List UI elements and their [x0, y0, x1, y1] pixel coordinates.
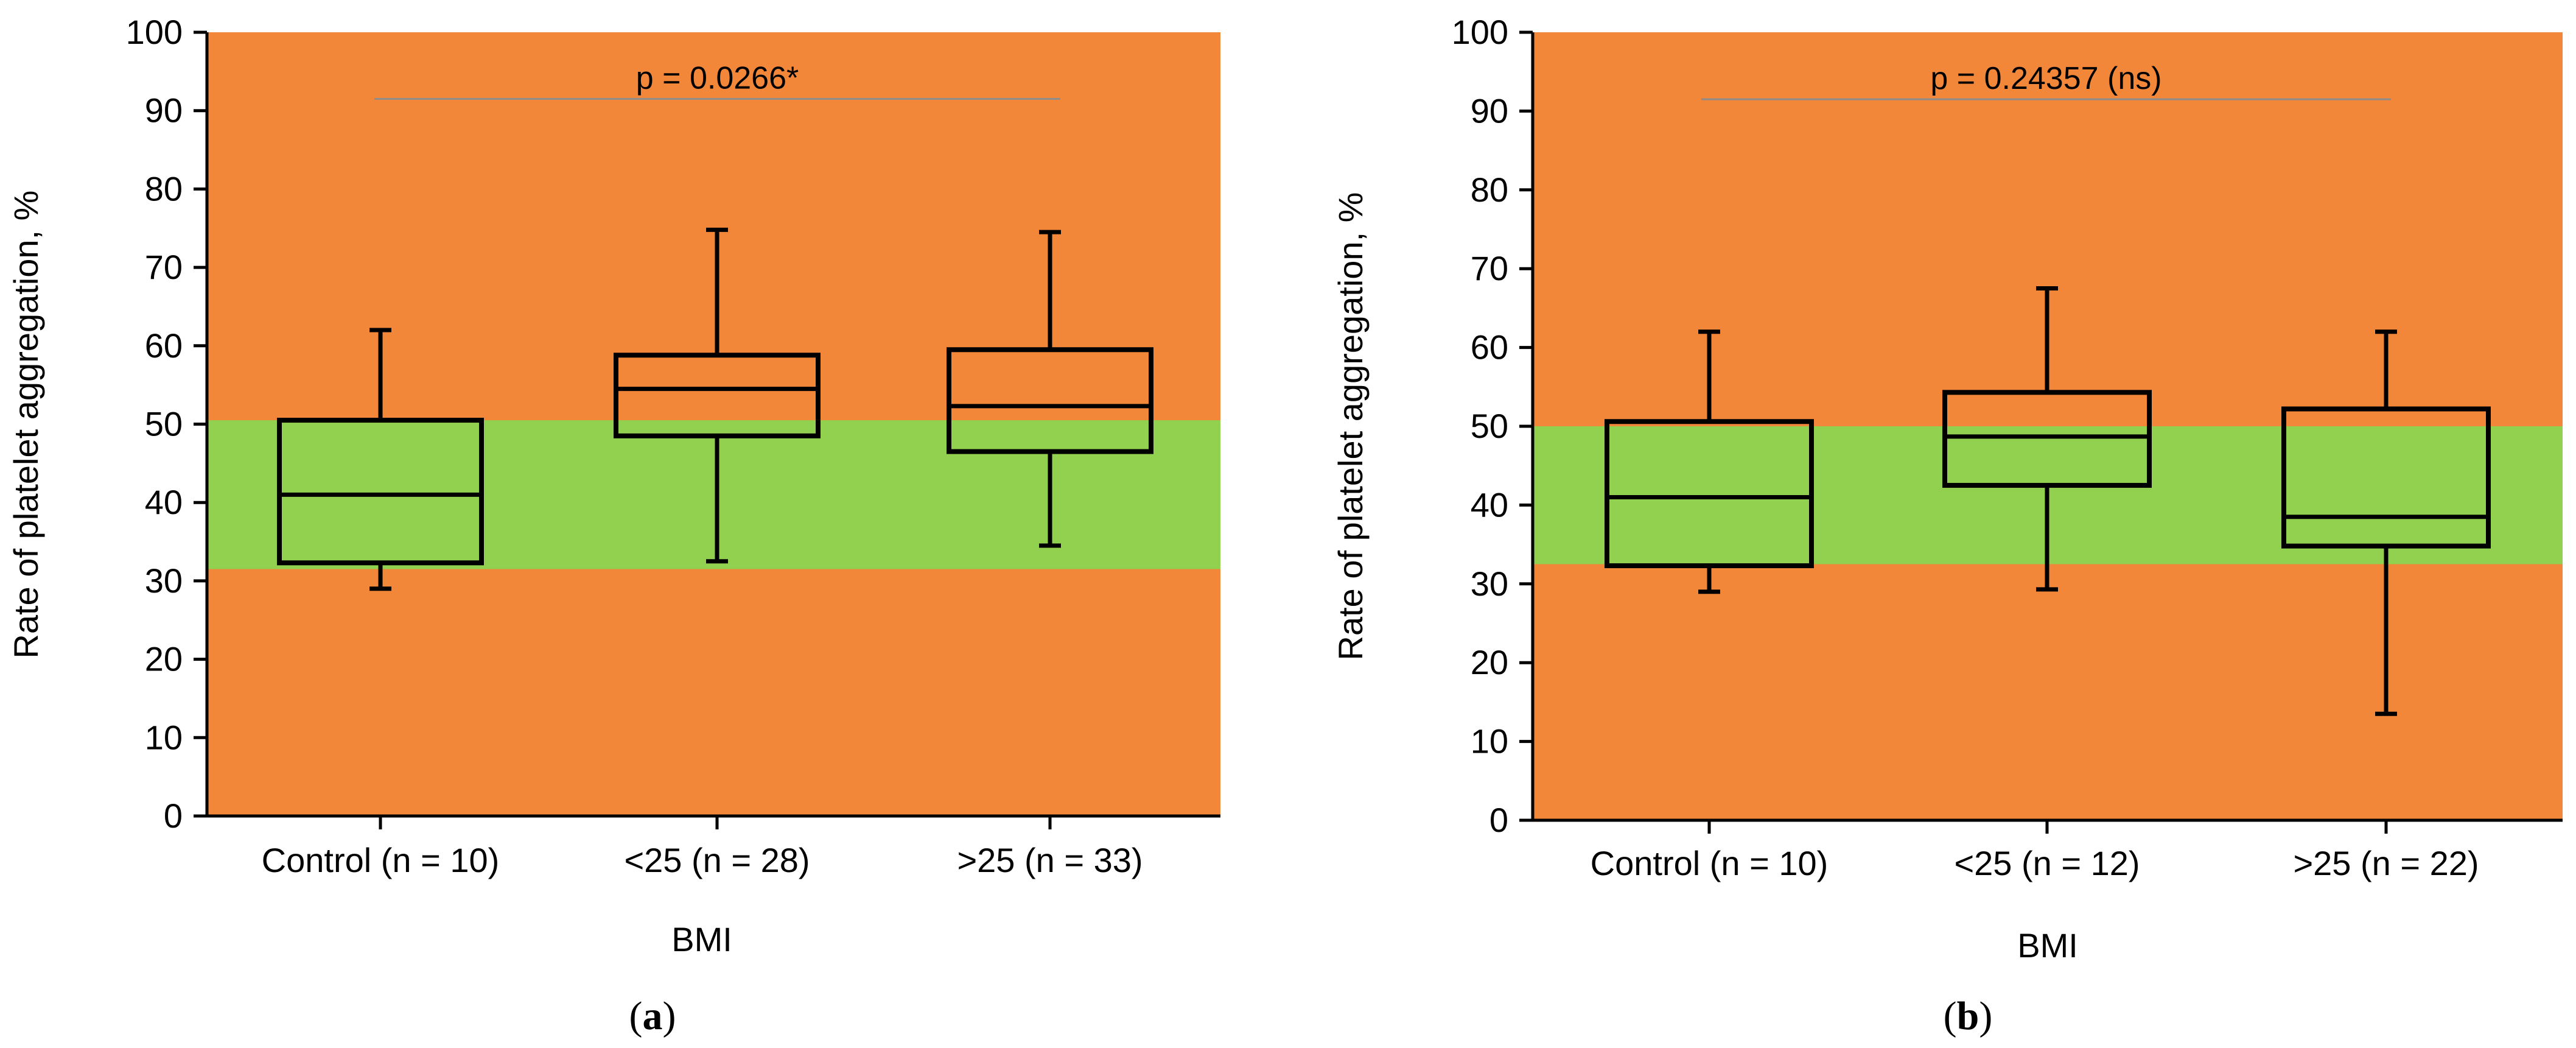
panel-label-close-paren: ): [1979, 994, 1992, 1038]
y-tick-label: 50: [1471, 407, 1508, 445]
y-tick-label: 80: [1471, 171, 1508, 209]
y-tick-label: 100: [126, 13, 183, 51]
x-category-label: Control (n = 10): [1591, 844, 1829, 882]
iqr-box: [1605, 419, 1814, 569]
y-tick-label: 10: [1471, 722, 1508, 761]
y-axis-title: Rate of platelet aggregation, %: [7, 191, 45, 659]
y-axis-title: Rate of platelet aggregation, %: [1331, 192, 1370, 661]
x-axis-title: BMI: [671, 920, 732, 958]
y-tick-label: 60: [145, 326, 183, 365]
y-tick-label: 90: [145, 91, 183, 130]
iqr-box: [1942, 390, 2152, 488]
x-category-label: >25 (n = 33): [957, 841, 1143, 879]
y-tick-label: 50: [145, 405, 183, 443]
panel-label: (b): [1944, 994, 1993, 1038]
iqr-box: [614, 353, 821, 438]
y-tick-label: 20: [1471, 643, 1508, 681]
y-tick-label: 70: [145, 248, 183, 286]
x-category-label: <25 (n = 28): [624, 841, 810, 879]
panel-label: (a): [629, 994, 676, 1038]
y-tick-label: 60: [1471, 328, 1508, 367]
y-tick-label: 20: [145, 640, 183, 678]
x-category-label: Control (n = 10): [262, 841, 500, 879]
iqr-box: [947, 347, 1153, 454]
y-tick-label: 70: [1471, 249, 1508, 287]
boxplot-1: [277, 328, 484, 591]
y-tick-label: 30: [145, 561, 183, 600]
boxplot-2: [1942, 286, 2152, 592]
y-tick-label: 100: [1452, 13, 1508, 51]
panel-label-letter: b: [1957, 994, 1979, 1038]
y-tick-label: 10: [145, 718, 183, 756]
boxplot-2: [614, 227, 821, 564]
chart-panel-b: 0 10 20 30 40 50 60 70 80 90 100 Control (n = 10) <2…: [1331, 13, 2563, 1038]
boxplot-3: [947, 230, 1153, 548]
y-tick-label: 0: [1489, 801, 1508, 839]
y-tick-label: 40: [145, 483, 183, 521]
boxplot-1: [1605, 329, 1814, 594]
chart-panel-a: 0 10 20 30 40 50 60 70 80 90 100 Control (n = 10) <2…: [7, 13, 1220, 1038]
x-category-label: <25 (n = 12): [1954, 844, 2140, 882]
y-tick-label: 40: [1471, 485, 1508, 524]
panel-label-letter: a: [643, 994, 663, 1038]
p-value-label: p = 0.24357 (ns): [1930, 61, 2161, 96]
x-category-label: >25 (n = 22): [2293, 844, 2479, 882]
panel-label-open-paren: (: [629, 994, 643, 1038]
panel-label-close-paren: ): [663, 994, 676, 1038]
iqr-box: [2281, 406, 2491, 549]
y-tick-label: 80: [145, 169, 183, 208]
p-value-label: p = 0.0266*: [636, 60, 799, 96]
panel-label-open-paren: (: [1944, 994, 1957, 1038]
boxplot-3: [2281, 329, 2491, 716]
y-tick-label: 30: [1471, 564, 1508, 603]
y-tick-label: 90: [1471, 91, 1508, 130]
x-axis-title: BMI: [2017, 926, 2078, 965]
iqr-box: [277, 418, 484, 566]
y-tick-label: 0: [164, 797, 183, 835]
